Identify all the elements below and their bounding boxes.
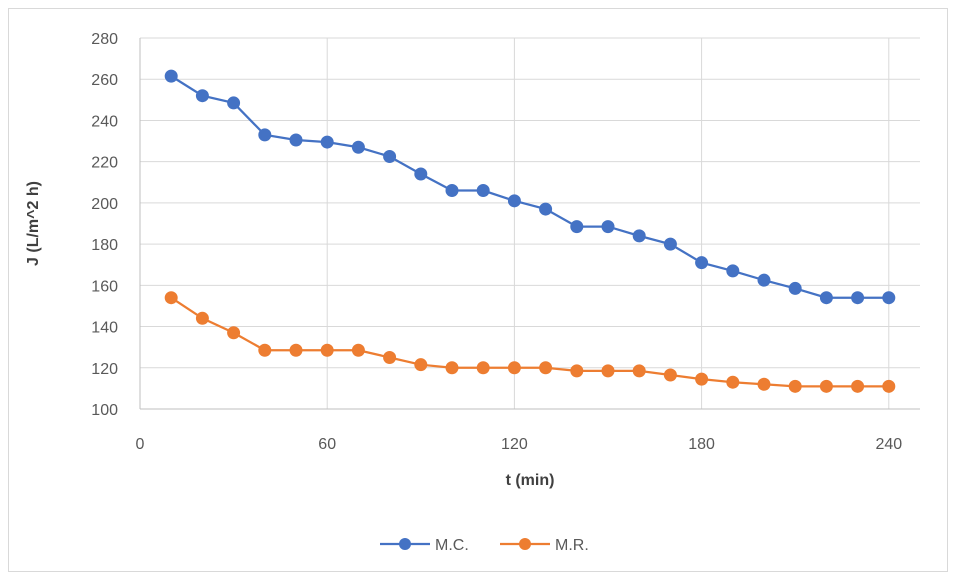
data-point xyxy=(539,361,553,375)
y-tick-labels: 100 120 140 160 180 200 220 240 260 280 xyxy=(91,31,118,419)
data-point xyxy=(383,150,397,164)
data-point xyxy=(164,291,178,305)
data-point xyxy=(632,229,646,243)
data-point xyxy=(819,291,833,305)
axes xyxy=(139,38,920,410)
y-tick-label: 140 xyxy=(91,320,118,337)
data-point xyxy=(882,379,896,393)
data-point xyxy=(757,273,771,287)
y-tick-label: 100 xyxy=(91,402,118,419)
data-point xyxy=(351,343,365,357)
y-tick-label: 180 xyxy=(91,237,118,254)
data-point xyxy=(632,364,646,378)
legend-marker-2 xyxy=(519,538,531,550)
data-point xyxy=(445,184,459,198)
data-point xyxy=(819,379,833,393)
legend-label-1: M.C. xyxy=(435,537,469,554)
data-point xyxy=(539,202,553,216)
data-point xyxy=(695,256,709,270)
data-point xyxy=(258,343,272,357)
data-point xyxy=(663,368,677,382)
data-point xyxy=(601,364,615,378)
data-point xyxy=(507,361,521,375)
legend-marker-1 xyxy=(399,538,411,550)
data-point xyxy=(476,184,490,198)
y-tick-label: 200 xyxy=(91,196,118,213)
data-point xyxy=(851,379,865,393)
series-line-2 xyxy=(170,296,889,388)
data-point xyxy=(601,220,615,234)
data-point xyxy=(320,343,334,357)
x-tick-labels: 0 60 120 180 240 xyxy=(136,436,903,453)
x-tick-label: 180 xyxy=(688,436,715,453)
data-point xyxy=(258,128,272,142)
data-point xyxy=(227,96,241,110)
x-axis-title: t (min) xyxy=(506,472,555,489)
series-line-1 xyxy=(170,75,889,299)
series xyxy=(164,69,896,393)
legend-label-2: M.R. xyxy=(555,537,589,554)
data-point xyxy=(195,89,209,103)
y-tick-label: 120 xyxy=(91,361,118,378)
y-tick-label: 260 xyxy=(91,72,118,89)
data-point xyxy=(757,377,771,391)
data-point xyxy=(414,358,428,372)
data-point xyxy=(383,350,397,364)
data-point xyxy=(570,220,584,234)
data-point xyxy=(726,264,740,278)
y-tick-label: 220 xyxy=(91,155,118,172)
legend: M.C. M.R. xyxy=(380,537,589,554)
data-point xyxy=(726,375,740,389)
data-point xyxy=(663,237,677,251)
data-point xyxy=(227,326,241,340)
data-point xyxy=(507,194,521,208)
data-point xyxy=(195,311,209,325)
data-point xyxy=(164,69,178,83)
x-tick-label: 120 xyxy=(501,436,528,453)
data-point xyxy=(289,133,303,147)
data-point xyxy=(570,364,584,378)
y-axis-title: J (L/m^2 h) xyxy=(25,181,42,266)
x-tick-label: 60 xyxy=(318,436,336,453)
data-point xyxy=(788,281,802,295)
gridlines xyxy=(140,37,920,409)
x-tick-label: 0 xyxy=(136,436,145,453)
y-tick-label: 160 xyxy=(91,278,118,295)
data-point xyxy=(695,372,709,386)
data-point xyxy=(289,343,303,357)
data-point xyxy=(320,135,334,149)
y-tick-label: 280 xyxy=(91,31,118,48)
x-tick-label: 240 xyxy=(875,436,902,453)
data-point xyxy=(476,361,490,375)
data-point xyxy=(788,379,802,393)
data-point xyxy=(851,291,865,305)
data-point xyxy=(351,140,365,154)
data-point xyxy=(445,361,459,375)
y-tick-label: 240 xyxy=(91,113,118,130)
data-point xyxy=(882,291,896,305)
data-point xyxy=(414,167,428,181)
